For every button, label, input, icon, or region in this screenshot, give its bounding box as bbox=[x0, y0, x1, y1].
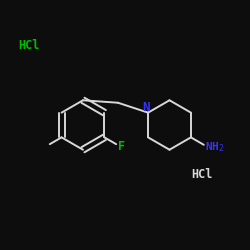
Text: N: N bbox=[142, 101, 149, 114]
Text: F: F bbox=[118, 140, 125, 153]
Text: NH$_2$: NH$_2$ bbox=[205, 140, 225, 154]
Text: HCl: HCl bbox=[19, 40, 40, 52]
Text: HCl: HCl bbox=[192, 168, 213, 181]
